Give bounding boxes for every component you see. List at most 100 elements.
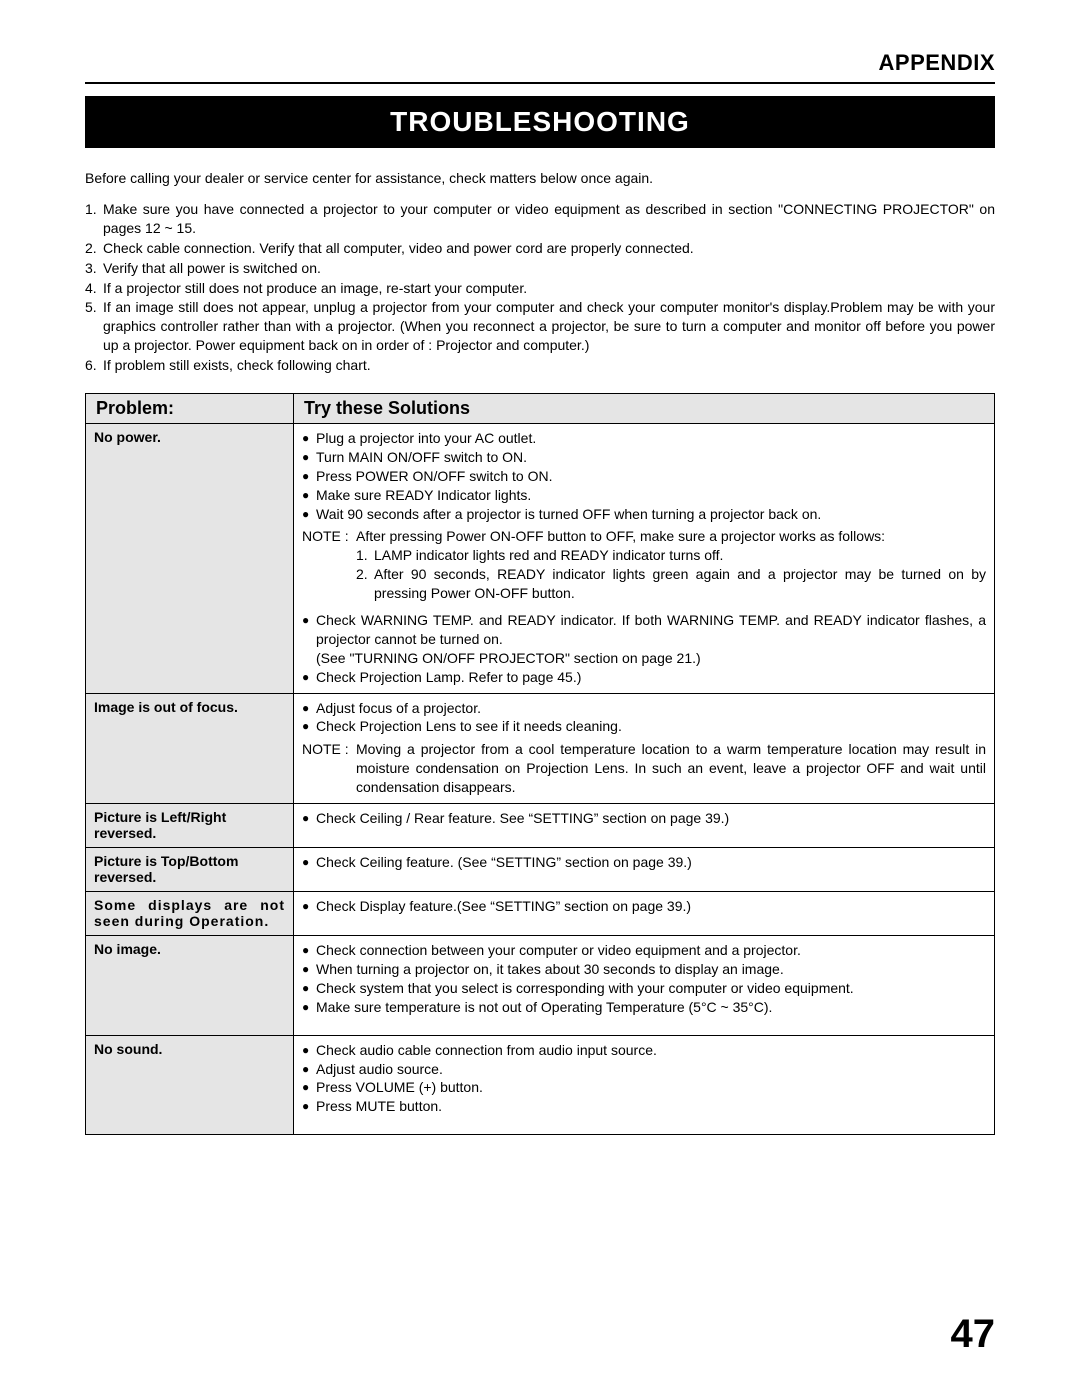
solution-cell: ●Check Ceiling feature. (See “SETTING” s… [294,848,995,892]
bullet-icon: ● [302,505,316,524]
bullet-icon: ● [302,897,316,916]
bullet-item: ●Check connection between your computer … [302,941,986,960]
bullet-icon: ● [302,429,316,448]
step-text: If a projector still does not produce an… [103,279,995,298]
step-text: If an image still does not appear, unplu… [103,298,995,355]
bullet-icon: ● [302,467,316,486]
step-item: 5.If an image still does not appear, unp… [85,298,995,355]
problem-cell: Some displays are not seen during Operat… [86,892,294,936]
bullet-icon: ● [302,998,316,1017]
bullet-icon: ● [302,979,316,998]
bullet-item: ●Turn MAIN ON/OFF switch to ON. [302,448,986,467]
divider [85,82,995,84]
step-item: 1.Make sure you have connected a project… [85,200,995,238]
step-item: 3.Verify that all power is switched on. [85,259,995,278]
problem-cell: No sound. [86,1035,294,1135]
table-row: No image.●Check connection between your … [86,936,995,1036]
bullet-text: Plug a projector into your AC outlet. [316,429,986,448]
bullet-item: ●Check Projection Lamp. Refer to page 45… [302,668,986,687]
step-text: If problem still exists, check following… [103,356,995,375]
bullet-item: ●When turning a projector on, it takes a… [302,960,986,979]
table-row: Picture is Left/Right reversed. ●Check Ce… [86,804,995,848]
bullet-item: ●Check audio cable connection from audio… [302,1041,986,1060]
table-row: No sound.●Check audio cable connection f… [86,1035,995,1135]
inset-text: (See "TURNING ON/OFF PROJECTOR" section … [316,649,986,668]
troubleshooting-table: Problem: Try these Solutions No power.●P… [85,393,995,1135]
th-problem: Problem: [86,394,294,424]
bullet-icon: ● [302,1041,316,1060]
note-body: Moving a projector from a cool temperatu… [356,740,986,797]
bullet-text: Check audio cable connection from audio … [316,1041,986,1060]
bullet-icon: ● [302,699,316,718]
bullet-icon: ● [302,853,316,872]
bullet-icon: ● [302,960,316,979]
step-item: 4.If a projector still does not produce … [85,279,995,298]
steps-list: 1.Make sure you have connected a project… [85,200,995,375]
bullet-item: ●Check Ceiling / Rear feature. See “SETT… [302,809,986,828]
bullet-text: Check connection between your computer o… [316,941,986,960]
step-number: 4. [85,279,103,298]
solution-cell: ●Check Ceiling / Rear feature. See “SETT… [294,804,995,848]
bullet-text: Make sure temperature is not out of Oper… [316,998,986,1017]
step-number: 2. [85,239,103,258]
solution-cell: ●Adjust focus of a projector.●Check Proj… [294,693,995,803]
bullet-item: ●Make sure temperature is not out of Ope… [302,998,986,1017]
bullet-text: Check Ceiling / Rear feature. See “SETTI… [316,809,986,828]
page-number: 47 [951,1312,996,1357]
note-sub-item: 1.LAMP indicator lights red and READY in… [356,546,986,565]
bullet-item: ●Check WARNING TEMP. and READY indicator… [302,611,986,649]
bullet-text: Check Display feature.(See “SETTING” sec… [316,897,986,916]
bullet-item: ●Check Projection Lens to see if it need… [302,717,986,736]
bullet-item: ●Press MUTE button. [302,1097,986,1116]
step-number: 6. [85,356,103,375]
bullet-item: ●Wait 90 seconds after a projector is tu… [302,505,986,524]
table-row: Image is out of focus.●Adjust focus of a… [86,693,995,803]
step-number: 1. [85,200,103,238]
bullet-item: ●Press VOLUME (+) button. [302,1078,986,1097]
bullet-text: Check system that you select is correspo… [316,979,986,998]
problem-cell: Picture is Top/Bottom reversed. [86,848,294,892]
intro-text: Before calling your dealer or service ce… [85,170,995,186]
section-title: TROUBLESHOOTING [85,96,995,148]
problem-cell: Picture is Left/Right reversed. [86,804,294,848]
bullet-text: When turning a projector on, it takes ab… [316,960,986,979]
bullet-item: ●Adjust audio source. [302,1060,986,1079]
step-text: Verify that all power is switched on. [103,259,995,278]
bullet-icon: ● [302,1078,316,1097]
bullet-item: ●Plug a projector into your AC outlet. [302,429,986,448]
solution-cell: ●Plug a projector into your AC outlet.●T… [294,424,995,694]
bullet-text: Make sure READY Indicator lights. [316,486,986,505]
table-row: Picture is Top/Bottom reversed.●Check Ce… [86,848,995,892]
step-number: 5. [85,298,103,355]
bullet-text: Press POWER ON/OFF switch to ON. [316,467,986,486]
bullet-item: ●Adjust focus of a projector. [302,699,986,718]
bullet-icon: ● [302,717,316,736]
step-item: 6.If problem still exists, check followi… [85,356,995,375]
note-block: NOTE :Moving a projector from a cool tem… [302,740,986,797]
bullet-item: ●Make sure READY Indicator lights. [302,486,986,505]
bullet-icon: ● [302,1097,316,1116]
solution-cell: ●Check audio cable connection from audio… [294,1035,995,1135]
step-number: 3. [85,259,103,278]
bullet-item: ●Press POWER ON/OFF switch to ON. [302,467,986,486]
appendix-label: APPENDIX [879,50,995,75]
step-item: 2.Check cable connection. Verify that al… [85,239,995,258]
bullet-text: Press MUTE button. [316,1097,986,1116]
note-body: After pressing Power ON-OFF button to OF… [356,527,986,603]
bullet-icon: ● [302,448,316,467]
bullet-text: Wait 90 seconds after a projector is tur… [316,505,986,524]
note-block: NOTE :After pressing Power ON-OFF button… [302,527,986,603]
bullet-text: Check Projection Lamp. Refer to page 45.… [316,668,986,687]
bullet-icon: ● [302,809,316,828]
step-text: Make sure you have connected a projector… [103,200,995,238]
bullet-text: Adjust audio source. [316,1060,986,1079]
problem-cell: No image. [86,936,294,1036]
table-row: Some displays are not seen during Operat… [86,892,995,936]
bullet-text: Press VOLUME (+) button. [316,1078,986,1097]
bullet-text: Turn MAIN ON/OFF switch to ON. [316,448,986,467]
note-label: NOTE : [302,740,356,797]
problem-cell: Image is out of focus. [86,693,294,803]
problem-cell: No power. [86,424,294,694]
bullet-icon: ● [302,941,316,960]
bullet-icon: ● [302,1060,316,1079]
